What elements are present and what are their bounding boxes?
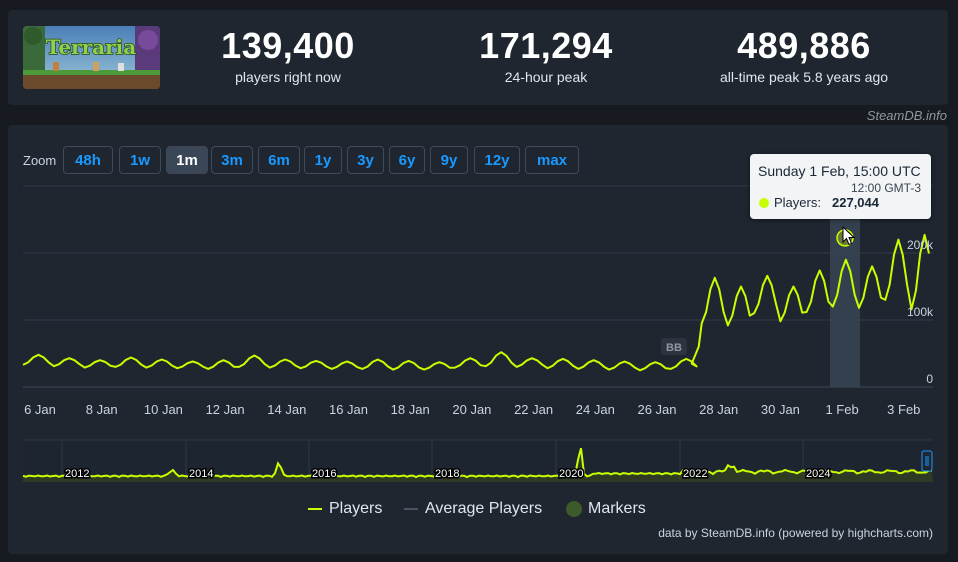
- zoom-3m-button[interactable]: 3m: [211, 146, 253, 174]
- game-logo[interactable]: Terraria: [23, 26, 160, 89]
- all-time-peak-value: 489,886: [737, 25, 871, 66]
- x-tick-label: 8 Jan: [86, 402, 118, 417]
- legend-average-players[interactable]: Average Players: [404, 500, 542, 518]
- steamdb-credit[interactable]: SteamDB.info: [866, 108, 947, 123]
- tooltip-title: Sunday 1 Feb, 15:00 UTC: [758, 163, 921, 179]
- stats-panel: Terraria 139,400 players right now 171,2…: [8, 10, 948, 105]
- legend-players[interactable]: Players: [308, 500, 382, 518]
- mouse-cursor-icon: [842, 226, 856, 246]
- zoom-1w-button[interactable]: 1w: [119, 146, 161, 174]
- navigator-year-label: 2012: [65, 468, 89, 480]
- chart-tooltip: Sunday 1 Feb, 15:00 UTC 12:00 GMT-3 Play…: [750, 154, 931, 219]
- legend-markers[interactable]: Markers: [566, 500, 646, 518]
- legend-average-label: Average Players: [425, 500, 543, 517]
- x-tick-label: 20 Jan: [452, 402, 491, 417]
- x-tick-label: 18 Jan: [391, 402, 430, 417]
- zoom-48h-button[interactable]: 48h: [63, 146, 113, 174]
- legend-markers-swatch: [566, 501, 582, 517]
- peak-24h-label: 24-hour peak: [504, 69, 588, 85]
- x-tick-label: 24 Jan: [576, 402, 615, 417]
- stat-all-time-peak: 489,886 all-time peak 5.8 years ago: [674, 24, 934, 86]
- x-tick-label: 26 Jan: [637, 402, 676, 417]
- legend-players-swatch: [308, 508, 322, 510]
- tooltip-series-name: Players:: [774, 195, 821, 210]
- data-credit[interactable]: data by SteamDB.info (powered by highcha…: [658, 526, 933, 540]
- current-players-label: players right now: [235, 69, 341, 85]
- navigator-year-label: 2014: [189, 468, 213, 480]
- navigator-area: [23, 448, 933, 482]
- x-axis-ticks: 6 Jan 8 Jan 10 Jan 12 Jan 14 Jan 16 Jan 18 Jan…: [24, 402, 920, 417]
- x-tick-label: 14 Jan: [267, 402, 306, 417]
- y-axis-ticks: 0 100k 200k: [907, 238, 934, 386]
- stat-24h-peak: 171,294 24-hour peak: [416, 24, 676, 86]
- x-tick-label: 22 Jan: [514, 402, 553, 417]
- y-tick-label: 100k: [907, 305, 934, 319]
- x-tick-label: 1 Feb: [825, 402, 858, 417]
- legend-markers-label: Markers: [588, 500, 646, 517]
- navigator[interactable]: 2012 2014 2016 2018 2020 2022 2024: [22, 439, 933, 482]
- x-tick-label: 12 Jan: [206, 402, 245, 417]
- current-players-value: 139,400: [221, 25, 355, 66]
- x-tick-label: 6 Jan: [24, 402, 56, 417]
- zoom-12y-button[interactable]: 12y: [474, 146, 520, 174]
- zoom-6y-button[interactable]: 6y: [389, 146, 425, 174]
- tooltip-value: 227,044: [832, 195, 879, 210]
- series-players-line[interactable]: [22, 233, 930, 372]
- svg-text:Terraria: Terraria: [46, 35, 136, 59]
- zoom-3y-button[interactable]: 3y: [347, 146, 384, 174]
- x-tick-label: 3 Feb: [887, 402, 920, 417]
- zoom-9y-button[interactable]: 9y: [430, 146, 468, 174]
- game-logo-art: Terraria: [23, 26, 160, 89]
- x-tick-label: 28 Jan: [699, 402, 738, 417]
- zoom-1m-button[interactable]: 1m: [166, 146, 208, 174]
- x-tick-label: 16 Jan: [329, 402, 368, 417]
- navigator-year-label: 2016: [312, 468, 336, 480]
- navigator-handle[interactable]: [921, 450, 933, 472]
- zoom-max-button[interactable]: max: [525, 146, 579, 174]
- tooltip-series-dot: [759, 198, 769, 208]
- navigator-year-label: 2020: [559, 468, 583, 480]
- hover-highlight-band: [830, 186, 860, 387]
- marker-bb-label: BB: [666, 342, 682, 354]
- zoom-6m-button[interactable]: 6m: [258, 146, 300, 174]
- legend-players-label: Players: [329, 500, 383, 517]
- y-tick-label: 0: [926, 372, 933, 386]
- stat-current-players: 139,400 players right now: [158, 24, 418, 86]
- zoom-label: Zoom: [23, 153, 57, 168]
- navigator-year-label: 2024: [806, 468, 830, 480]
- x-tick-label: 10 Jan: [144, 402, 183, 417]
- all-time-peak-label: all-time peak 5.8 years ago: [719, 69, 889, 85]
- tooltip-subtitle: 12:00 GMT-3: [850, 181, 921, 195]
- navigator-year-label: 2018: [435, 468, 459, 480]
- zoom-1y-button[interactable]: 1y: [304, 146, 342, 174]
- peak-24h-value: 171,294: [479, 25, 613, 66]
- navigator-line: [22, 448, 933, 479]
- x-tick-label: 30 Jan: [761, 402, 800, 417]
- y-tick-label: 200k: [907, 238, 934, 252]
- navigator-year-label: 2022: [683, 468, 707, 480]
- legend-average-swatch: [404, 508, 418, 510]
- marker-bb[interactable]: BB: [661, 338, 687, 355]
